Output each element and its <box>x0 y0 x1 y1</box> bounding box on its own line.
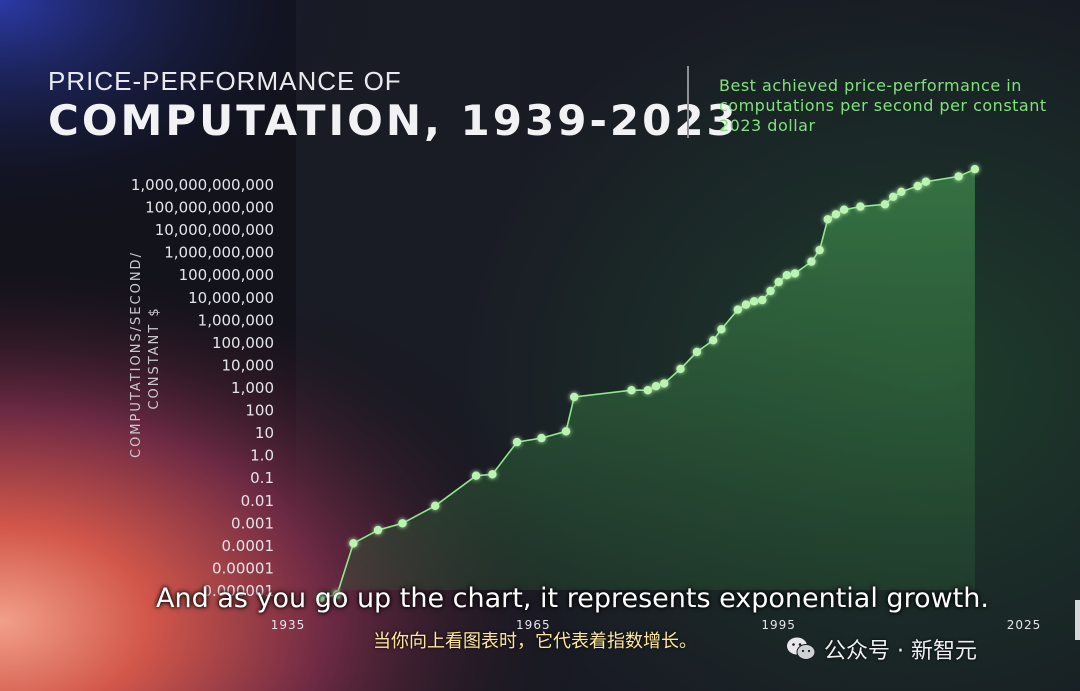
y-tick-label: 1.0 <box>250 447 274 465</box>
subtitle-caption-english: And as you go up the chart, it represent… <box>156 583 989 614</box>
data-point <box>692 347 702 357</box>
data-point <box>831 210 841 219</box>
data-point <box>921 177 931 186</box>
y-tick-label: 0.1 <box>250 469 274 487</box>
data-point <box>913 181 922 191</box>
data-point <box>758 295 767 305</box>
data-point <box>537 433 546 443</box>
data-points <box>316 165 980 602</box>
data-point <box>741 300 751 309</box>
data-point <box>709 336 718 345</box>
y-tick-label: 10,000,000,000 <box>155 221 274 239</box>
edge-strip <box>1075 600 1080 640</box>
data-point <box>807 257 816 266</box>
y-tick-label: 1,000 <box>231 379 274 397</box>
x-tick-label: 1935 <box>271 618 306 632</box>
y-tick-label: 0.001 <box>231 514 274 532</box>
data-point <box>970 165 980 174</box>
data-point <box>431 501 440 510</box>
data-point <box>782 271 791 280</box>
watermark: 公众号 · 新智元 <box>786 634 977 664</box>
data-point <box>398 519 407 528</box>
data-point <box>823 215 832 224</box>
x-tick-label: 1995 <box>761 618 796 632</box>
watermark-text: 公众号 · 新智元 <box>824 639 977 664</box>
data-point <box>889 192 898 201</box>
data-point <box>643 386 652 395</box>
data-point <box>815 245 824 255</box>
data-point <box>512 437 522 447</box>
y-tick-label: 1,000,000,000,000 <box>131 176 274 194</box>
data-point <box>570 392 579 402</box>
data-point <box>790 269 800 278</box>
data-point <box>733 305 742 314</box>
data-point <box>373 525 383 535</box>
data-point <box>471 471 481 480</box>
y-tick-label: 0.00001 <box>212 559 274 577</box>
y-tick-label: 0.01 <box>241 492 274 510</box>
data-point <box>766 286 775 296</box>
y-tick-label: 10 <box>255 424 274 442</box>
data-point <box>880 200 890 209</box>
y-tick-label: 0.000001 <box>202 582 274 600</box>
area-fill <box>320 169 975 598</box>
data-point <box>897 187 906 196</box>
y-tick-label: 1,000,000 <box>198 311 274 329</box>
data-point <box>349 539 358 548</box>
data-point <box>488 470 497 479</box>
x-tick-label: 1965 <box>516 618 551 632</box>
data-point <box>954 172 963 181</box>
y-tick-label: 100 <box>245 402 274 420</box>
wechat-icon <box>787 637 816 660</box>
y-tick-label: 1,000,000,000 <box>164 244 274 262</box>
data-point <box>561 427 571 436</box>
data-point <box>332 590 342 599</box>
data-point <box>839 205 849 214</box>
data-point <box>774 277 783 287</box>
data-point <box>676 364 685 374</box>
y-tick-label: 10,000 <box>222 356 275 374</box>
title-divider <box>687 66 689 138</box>
y-tick-label: 0.0001 <box>222 537 275 555</box>
data-point <box>717 325 726 334</box>
subtitle-caption-chinese: 当你向上看图表时，它代表着指数增长。 <box>373 631 697 652</box>
x-tick-label: 2025 <box>1007 618 1042 632</box>
title-line-2: COMPUTATION, 1939-2023 <box>48 96 739 145</box>
y-tick-label: 100,000 <box>212 334 274 352</box>
chart-subtitle: Best achieved price-performance in compu… <box>719 76 1047 135</box>
y-tick-label: 100,000,000,000 <box>145 199 274 217</box>
data-point <box>660 379 669 388</box>
y-tick-labels: 0.000001 0.00001 0.0001 0.001 0.01 0.1 1.0 10 10… <box>131 176 274 600</box>
x-tick-labels: 1935 1965 1995 2025 <box>271 618 1042 632</box>
data-point <box>316 593 325 602</box>
data-point <box>749 297 759 306</box>
data-point <box>651 382 661 391</box>
y-tick-label: 100,000,000 <box>179 266 274 284</box>
data-point <box>856 202 865 211</box>
data-point <box>627 386 636 395</box>
y-tick-label: 10,000,000 <box>188 289 274 307</box>
title-line-1: PRICE-PERFORMANCE OF <box>48 66 402 96</box>
